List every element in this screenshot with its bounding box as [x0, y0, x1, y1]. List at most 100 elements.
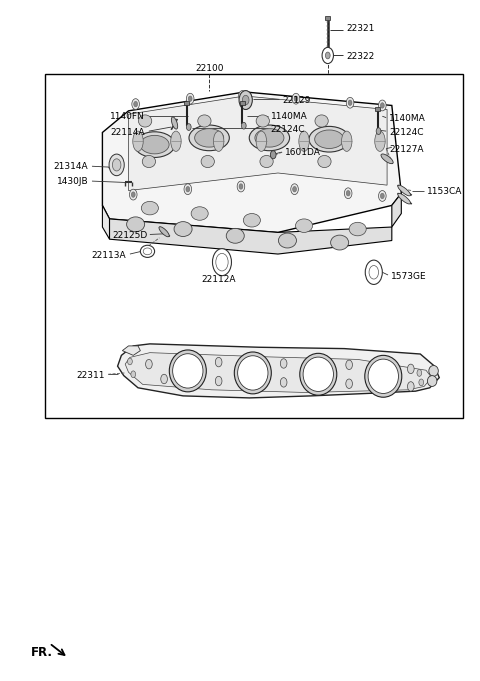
Polygon shape — [109, 219, 392, 254]
Text: 22124C: 22124C — [271, 125, 305, 134]
Text: 22114A: 22114A — [110, 128, 145, 137]
Circle shape — [134, 101, 137, 107]
Circle shape — [291, 184, 299, 195]
Ellipse shape — [398, 185, 410, 196]
Circle shape — [109, 154, 124, 176]
Circle shape — [280, 378, 287, 387]
Ellipse shape — [191, 207, 208, 220]
Ellipse shape — [315, 130, 344, 148]
Text: 22321: 22321 — [347, 24, 375, 33]
Circle shape — [186, 93, 194, 104]
Circle shape — [346, 191, 350, 196]
Polygon shape — [125, 353, 432, 392]
Bar — [375, 107, 380, 111]
Ellipse shape — [138, 115, 152, 127]
Text: 1430JB: 1430JB — [57, 177, 88, 187]
Ellipse shape — [189, 125, 229, 151]
Circle shape — [344, 188, 352, 199]
Ellipse shape — [226, 228, 244, 243]
Text: 1140MA: 1140MA — [271, 112, 308, 121]
Polygon shape — [102, 92, 401, 232]
Polygon shape — [122, 346, 140, 355]
Ellipse shape — [133, 131, 143, 151]
Ellipse shape — [201, 155, 215, 168]
Ellipse shape — [234, 352, 271, 394]
Text: 1601DA: 1601DA — [285, 148, 321, 157]
Text: 22112A: 22112A — [202, 275, 236, 284]
Ellipse shape — [381, 154, 393, 163]
Circle shape — [112, 159, 121, 171]
Ellipse shape — [256, 115, 269, 127]
Circle shape — [325, 52, 330, 59]
Ellipse shape — [256, 131, 266, 151]
Text: FR.: FR. — [31, 646, 53, 659]
Circle shape — [216, 377, 222, 385]
Circle shape — [216, 253, 228, 271]
Circle shape — [132, 192, 135, 197]
Ellipse shape — [174, 221, 192, 236]
Circle shape — [188, 96, 192, 101]
Ellipse shape — [368, 359, 398, 394]
Ellipse shape — [300, 353, 337, 395]
Text: 1140MA: 1140MA — [389, 114, 426, 123]
Circle shape — [131, 371, 136, 378]
Text: 1140FN: 1140FN — [110, 112, 145, 121]
Ellipse shape — [365, 355, 402, 397]
Circle shape — [294, 96, 298, 101]
Circle shape — [270, 151, 276, 159]
Circle shape — [381, 103, 384, 108]
Ellipse shape — [169, 350, 206, 392]
Circle shape — [145, 360, 152, 369]
Circle shape — [292, 93, 300, 104]
Circle shape — [240, 93, 244, 99]
Circle shape — [376, 128, 381, 134]
Text: 22127A: 22127A — [389, 145, 424, 154]
Circle shape — [417, 370, 422, 377]
Circle shape — [379, 100, 386, 111]
Text: 22322: 22322 — [347, 52, 375, 61]
Circle shape — [346, 360, 352, 370]
Circle shape — [161, 375, 168, 383]
Ellipse shape — [318, 155, 331, 168]
Text: 22124C: 22124C — [389, 128, 424, 137]
Ellipse shape — [127, 217, 144, 232]
Text: 22100: 22100 — [195, 65, 223, 74]
Ellipse shape — [173, 353, 203, 388]
Circle shape — [130, 189, 137, 200]
Ellipse shape — [171, 117, 178, 129]
Circle shape — [369, 266, 379, 279]
Ellipse shape — [143, 248, 152, 255]
Bar — [46, 74, 463, 418]
Circle shape — [419, 379, 424, 385]
Circle shape — [242, 95, 249, 105]
Ellipse shape — [214, 131, 224, 151]
Circle shape — [408, 364, 414, 374]
Text: 1573GE: 1573GE — [391, 272, 427, 281]
Text: 22113A: 22113A — [92, 251, 126, 260]
Ellipse shape — [142, 155, 156, 168]
Ellipse shape — [140, 245, 155, 257]
Ellipse shape — [429, 366, 438, 377]
Circle shape — [241, 123, 246, 129]
Ellipse shape — [303, 357, 334, 392]
Text: 22129: 22129 — [283, 95, 311, 105]
Ellipse shape — [331, 235, 348, 250]
Bar — [184, 101, 189, 106]
Circle shape — [408, 382, 414, 391]
Circle shape — [322, 48, 334, 63]
Ellipse shape — [195, 129, 224, 147]
Circle shape — [132, 99, 139, 110]
Circle shape — [381, 193, 384, 199]
Circle shape — [365, 260, 383, 285]
Ellipse shape — [309, 127, 349, 152]
Ellipse shape — [159, 227, 169, 237]
Ellipse shape — [398, 193, 410, 204]
Text: 22125D: 22125D — [112, 232, 147, 240]
Polygon shape — [118, 344, 439, 398]
Ellipse shape — [140, 136, 169, 154]
Ellipse shape — [375, 131, 385, 151]
Ellipse shape — [255, 129, 284, 147]
Ellipse shape — [141, 202, 158, 215]
Circle shape — [128, 358, 132, 365]
Ellipse shape — [296, 219, 312, 232]
